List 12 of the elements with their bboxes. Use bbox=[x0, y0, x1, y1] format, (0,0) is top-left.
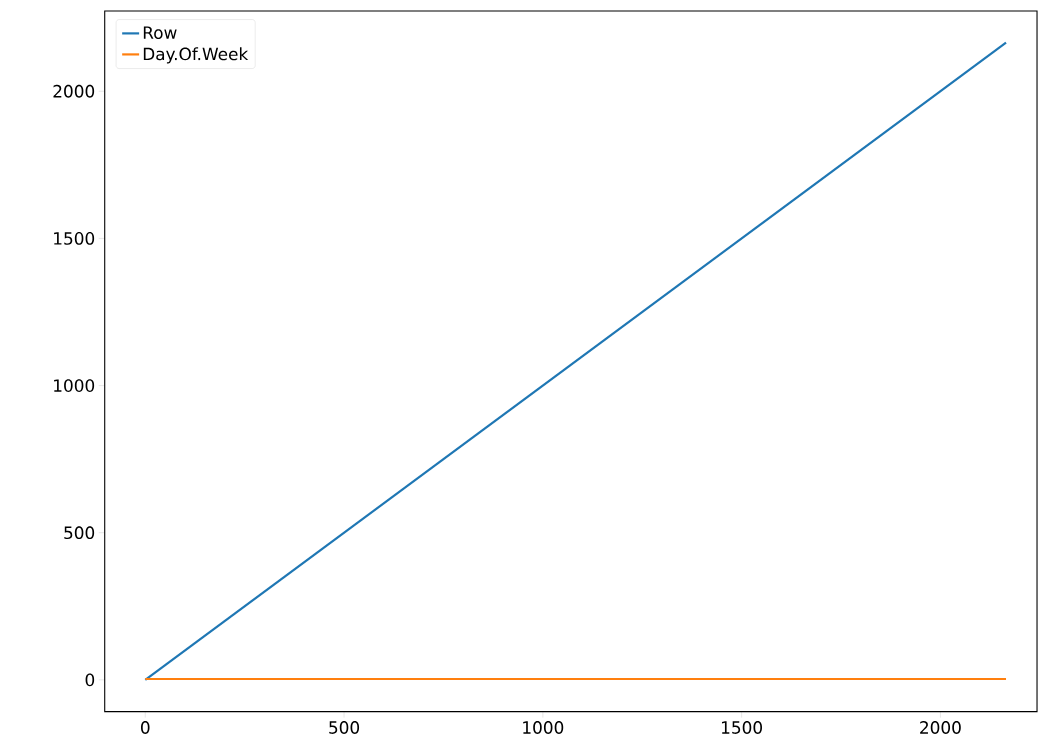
x-tick-label: 1500 bbox=[721, 720, 762, 734]
x-tick-label: 2000 bbox=[920, 720, 961, 734]
x-tick-label: 1000 bbox=[523, 720, 564, 734]
y-tick-label: 0 bbox=[85, 673, 95, 687]
legend-label: Row bbox=[143, 26, 177, 39]
x-tick-label: 500 bbox=[329, 720, 360, 734]
y-tick-label: 2000 bbox=[53, 84, 95, 98]
y-tick-label: 500 bbox=[64, 526, 95, 539]
x-tick-label: 0 bbox=[141, 720, 150, 734]
y-tick-label: 1000 bbox=[54, 378, 95, 392]
y-tick-label: 1500 bbox=[54, 231, 95, 245]
legend-label: Day.Of.Week bbox=[143, 47, 249, 64]
